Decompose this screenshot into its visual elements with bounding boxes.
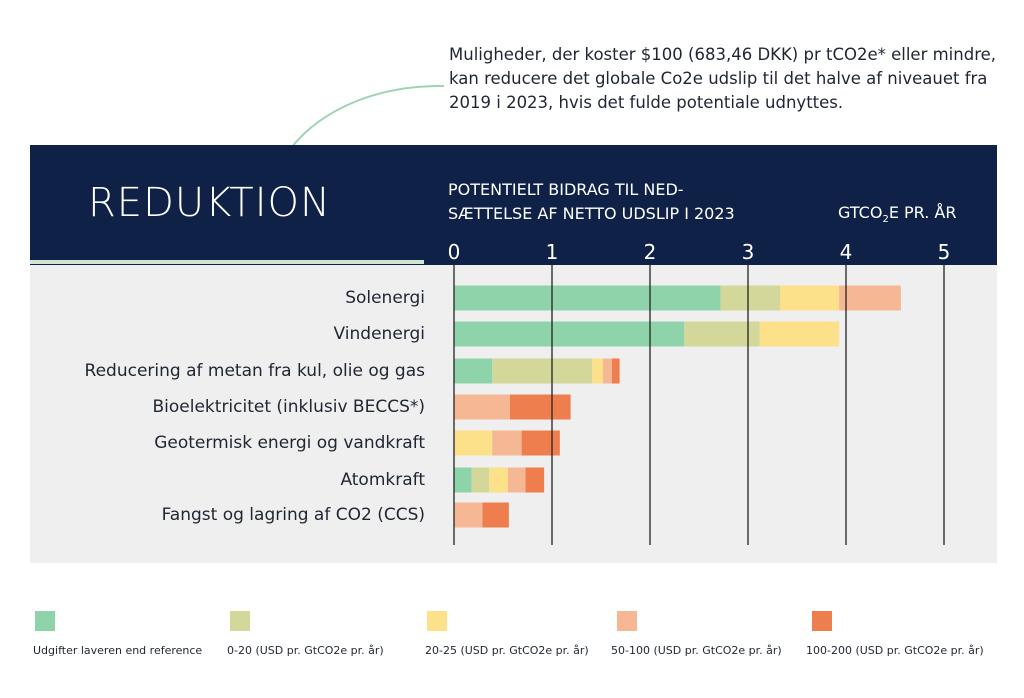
bar-segment <box>780 285 840 311</box>
category-label: Geotermisk energi og vandkraft <box>154 433 425 453</box>
bar-segment <box>454 467 472 493</box>
bar-segment <box>684 321 760 347</box>
bar-segment <box>507 467 526 493</box>
bar-segment <box>611 358 620 384</box>
category-label: Bioelektricitet (inklusiv BECCS*) <box>152 397 426 417</box>
legend-label: 20-25 (USD pr. GtCO2e pr. år) <box>425 644 589 657</box>
legend-swatch <box>35 611 55 631</box>
bar-segment <box>489 467 508 493</box>
annotation-text: Muligheder, der koster $100 (683,46 DKK)… <box>449 45 997 112</box>
x-tick-label: 5 <box>937 240 951 264</box>
legend-label: 0-20 (USD pr. GtCO2e pr. år) <box>227 644 384 657</box>
x-axis-label: POTENTIELT BIDRAG TIL NED- SÆTTELSE AF N… <box>448 178 735 226</box>
legend-label: Udgifter laveren end reference <box>33 644 203 657</box>
unit-sub: 2 <box>882 214 889 226</box>
bar-segment <box>602 358 612 384</box>
chart-title: REDUKTION <box>88 180 331 226</box>
unit-suffix: E PR. ÅR <box>888 203 957 222</box>
x-tick-label: 1 <box>545 240 559 264</box>
bar-segment <box>592 358 603 384</box>
x-tick-label: 4 <box>839 240 853 264</box>
x-tick-label: 3 <box>741 240 755 264</box>
bar-segment <box>839 285 901 311</box>
bar-segment <box>454 285 721 311</box>
bar-segment <box>521 430 560 456</box>
category-label: Atomkraft <box>340 470 425 490</box>
legend-swatch <box>230 611 250 631</box>
x-tick-label: 0 <box>447 240 461 264</box>
legend-label: 100-200 (USD pr. GtCO2e pr. år) <box>806 644 984 657</box>
legend-swatch <box>812 611 832 631</box>
bar-segment <box>454 502 483 528</box>
category-label: Fangst og lagring af CO2 (CCS) <box>161 505 425 525</box>
bar-segment <box>471 467 490 493</box>
category-label: Solenergi <box>345 288 425 308</box>
bar-segment <box>720 285 781 311</box>
x-axis-label-line2: SÆTTELSE AF NETTO UDSLIP I 2023 <box>448 204 735 223</box>
bar-segment <box>454 430 493 456</box>
bar-segment <box>454 358 493 384</box>
bar-segment <box>525 467 545 493</box>
bar-segment <box>454 394 510 420</box>
bar-segment <box>509 394 571 420</box>
bar-segment <box>482 502 509 528</box>
x-tick-label: 2 <box>643 240 657 264</box>
unit-prefix: GTCO <box>838 203 883 222</box>
bar-segment <box>492 358 593 384</box>
category-label: Vindenergi <box>333 324 425 344</box>
legend-label: 50-100 (USD pr. GtCO2e pr. år) <box>611 644 782 657</box>
title-underline <box>30 260 424 264</box>
header-band <box>30 145 997 265</box>
x-axis-label-line1: POTENTIELT BIDRAG TIL NED- <box>448 180 684 199</box>
bar-segment <box>759 321 840 347</box>
legend-swatch <box>617 611 637 631</box>
bar-segment <box>492 430 522 456</box>
unit-label: GTCO2E PR. ÅR <box>838 203 956 225</box>
category-label: Reducering af metan fra kul, olie og gas <box>84 361 425 381</box>
bar-segment <box>454 321 685 347</box>
legend-swatch <box>427 611 447 631</box>
